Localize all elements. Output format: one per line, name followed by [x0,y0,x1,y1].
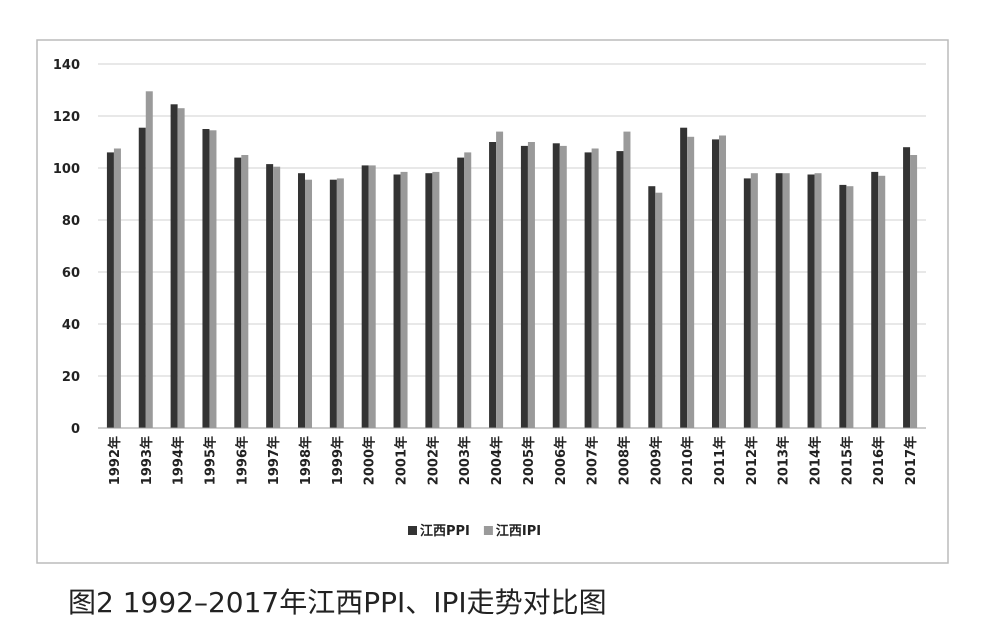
x-tick-label: 2002年 [425,436,441,485]
bar [782,173,790,428]
y-tick-label: 60 [62,266,80,281]
x-tick-label: 2003年 [457,436,473,485]
bar [329,179,337,428]
chart-caption: 图2 1992–2017年江西PPI、IPI走势对比图 [68,586,607,619]
bar [520,145,528,428]
x-tick-label: 2012年 [744,436,760,485]
bar [775,173,783,428]
bar [719,135,727,428]
bar [552,143,560,429]
x-tick-label: 2000年 [362,436,378,485]
x-tick-label: 2007年 [585,436,601,485]
bar [839,184,847,428]
bar [648,186,656,428]
x-tick-label: 1993年 [139,436,155,485]
bar [591,148,599,428]
bar [878,175,886,428]
x-tick-label: 1995年 [202,436,218,485]
legend-label: 江西PPI [420,523,470,539]
y-tick-label: 100 [53,162,80,177]
legend-label: 江西IPI [496,523,541,539]
bar [616,151,624,428]
x-tick-label: 1997年 [266,436,282,485]
x-tick-label: 2009年 [648,436,664,485]
bar [209,130,217,429]
bar [559,145,567,428]
bar [113,148,121,428]
y-tick-label: 20 [62,370,80,385]
legend-swatch [483,526,493,535]
bar [400,171,408,428]
bar [846,186,854,428]
bar [368,165,376,428]
bar [814,173,822,428]
x-tick-label: 2001年 [394,436,410,485]
bar [266,164,274,428]
legend-swatch [408,526,417,535]
bar [297,173,305,428]
y-tick-label: 140 [53,58,80,73]
y-tick-label: 120 [53,110,80,125]
bar [273,166,281,428]
bar [743,178,751,428]
x-tick-label: 2015年 [839,436,855,485]
bar [750,173,758,428]
bar [234,157,242,428]
bar [457,157,465,428]
x-tick-label: 1998年 [298,436,314,485]
x-tick-label: 2010年 [680,436,696,485]
bar [527,142,535,428]
bar [361,165,369,428]
y-tick-label: 0 [71,422,80,437]
x-tick-label: 1992年 [107,436,123,485]
bar [910,155,918,428]
bar [584,152,592,428]
bar [305,179,313,428]
bar [202,129,210,428]
x-tick-label: 1994年 [171,436,187,485]
bar [393,174,401,428]
bar [687,136,695,429]
bar [464,152,472,428]
x-tick-label: 1999年 [330,436,346,485]
x-tick-label: 2016年 [871,436,887,485]
x-tick-label: 2004年 [489,436,505,485]
x-tick-label: 2008年 [616,436,632,485]
bar [496,131,504,428]
bar [623,131,631,428]
bar [711,139,719,428]
bar [655,192,663,428]
bar [871,171,879,428]
bar [145,91,153,429]
x-tick-label: 2005年 [521,436,537,485]
bar [241,155,249,428]
bar [170,104,178,429]
y-tick-label: 80 [62,214,80,229]
bar [680,127,688,428]
x-tick-label: 2014年 [808,436,824,485]
x-tick-label: 2017年 [903,436,919,485]
bar [425,173,433,428]
x-tick-label: 1996年 [234,436,250,485]
bar [177,108,185,428]
bar [489,142,497,428]
bar [138,127,146,428]
bar [807,174,815,428]
y-tick-label: 40 [62,318,80,333]
bar [432,171,440,428]
bar [336,178,344,428]
x-tick-label: 2006年 [553,436,569,485]
x-tick-label: 2013年 [776,436,792,485]
x-tick-label: 2011年 [712,436,728,485]
bar [106,152,114,428]
bar [903,147,911,428]
